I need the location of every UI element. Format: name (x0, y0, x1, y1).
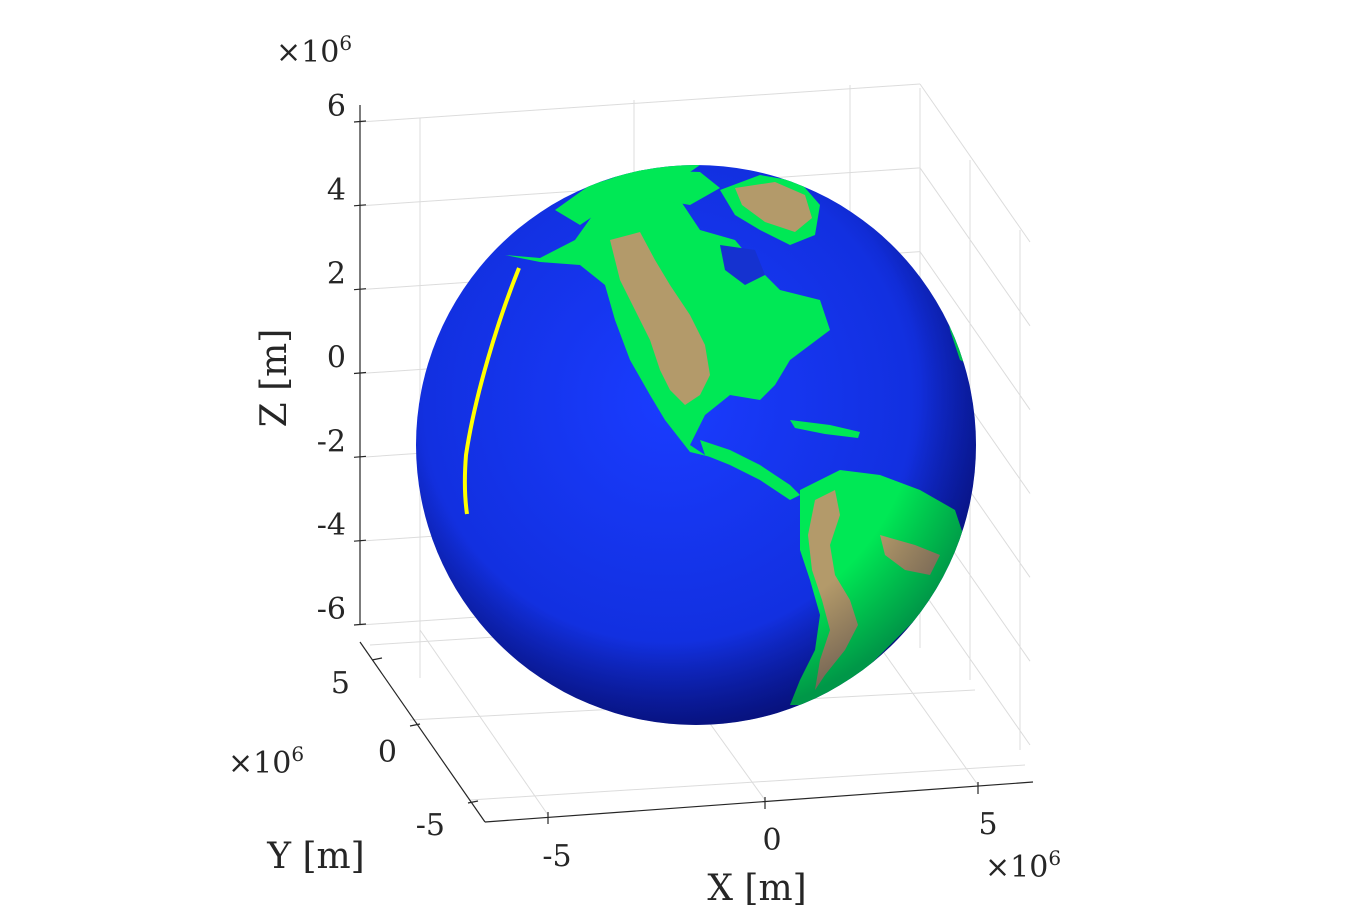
z-tick-mark (353, 204, 367, 207)
grid-line-z (359, 83, 921, 123)
y-tick-mark (409, 723, 421, 727)
grid-line-z-side (919, 586, 1031, 746)
y-axis-label: Y [m] (266, 836, 364, 877)
z-tick-mark (353, 288, 367, 291)
z-tick-label: 4 (327, 173, 346, 208)
y-tick-label: 0 (378, 735, 397, 770)
z-tick-labels: -6 -4 -2 0 2 4 6 (317, 89, 346, 627)
grid-line-floor-y (469, 764, 1026, 801)
x-tick-label: -5 (542, 839, 571, 874)
z-axis-label: Z [m] (254, 329, 295, 428)
y-tick-mark (371, 657, 383, 661)
x-axis-label: X [m] (707, 868, 806, 909)
x-tick-labels: -5 0 5 (542, 807, 997, 874)
x-exponent-label: ×106 (985, 846, 1061, 885)
z-tick-label: 0 (327, 341, 346, 376)
z-tick-mark (353, 371, 367, 375)
y-tick-mark (467, 800, 479, 804)
y-tick-labels: -5 05 (331, 666, 445, 843)
z-tick-label: -6 (317, 592, 346, 627)
z-tick-label: -2 (317, 424, 346, 459)
z-tick-mark (353, 623, 367, 626)
z-exponent-label: ×106 (276, 31, 352, 70)
z-tick-label: 2 (327, 257, 346, 292)
z-tick-label: -4 (317, 508, 346, 543)
y-exponent-label: ×106 (228, 742, 304, 781)
axes (353, 105, 1034, 824)
grid-line-floor-x (419, 629, 549, 816)
ground-track-line (462, 267, 521, 515)
y-axis-line (359, 641, 486, 823)
x-axis-line (484, 781, 1034, 823)
grid-line-z-side (919, 251, 1031, 410)
z-tick-mark (353, 539, 367, 542)
x-tick-label: 5 (978, 807, 997, 842)
grid-line-z-side (919, 83, 1031, 243)
z-tick-mark (353, 455, 367, 458)
y-tick-label: -5 (416, 808, 445, 843)
grid-line-z-side (919, 167, 1031, 327)
earth-globe (416, 165, 976, 725)
z-tick-label: 6 (327, 89, 346, 124)
z-tick-mark (353, 120, 367, 123)
y-tick-label: 5 (331, 666, 350, 701)
x-tick-label: 0 (762, 823, 781, 858)
globe-shading (416, 165, 976, 725)
